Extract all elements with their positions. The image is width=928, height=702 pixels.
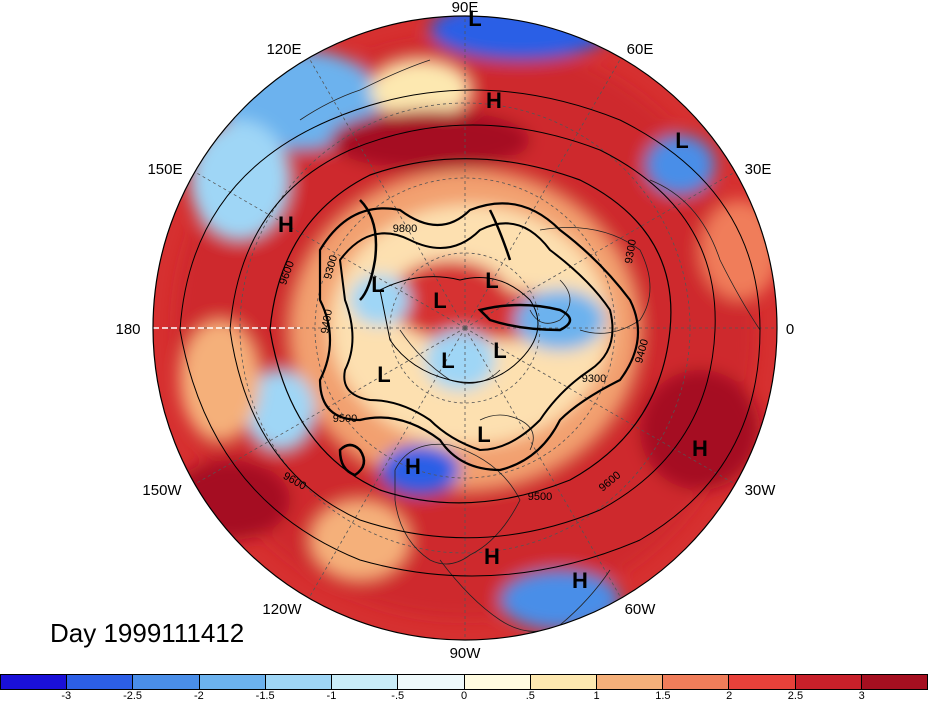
lon-label-150w: 150W — [142, 482, 182, 499]
colorbar-tick-label: 0 — [460, 690, 468, 702]
colorbar-tick-label: -2.5 — [123, 690, 143, 702]
colorbar-tick-label: 3 — [858, 690, 865, 702]
low-center-c1: L — [371, 272, 384, 297]
lon-label-60e: 60E — [627, 41, 654, 58]
high-center-carib1: H — [484, 544, 500, 569]
lon-label-150e: 150E — [147, 161, 182, 178]
contour-label: 9800 — [393, 223, 417, 235]
colorbar-segment — [530, 675, 597, 689]
colorbar-segment — [332, 675, 399, 689]
height-contours — [179, 89, 761, 577]
day-label: Day 1999111412 — [50, 618, 245, 648]
lon-label-120w: 120W — [262, 601, 302, 618]
contour-label: 9400 — [319, 308, 335, 334]
colorbar-segment — [1, 675, 68, 689]
lon-label-90w: 90W — [450, 645, 482, 662]
contour-label: 9500 — [528, 491, 552, 503]
lon-label-60w: 60W — [625, 601, 657, 618]
colorbar-tick-label: 2 — [726, 690, 733, 702]
colorbar-segment — [464, 675, 531, 689]
colorbar-segment — [67, 675, 134, 689]
colorbar-tick-label: 1.5 — [655, 690, 671, 702]
low-center-top: L — [468, 6, 481, 31]
colorbar-tick-label: -1.5 — [255, 690, 275, 702]
contour-label: 9500 — [333, 413, 357, 425]
low-center-scand: L — [675, 128, 688, 153]
colorbar-tick-label: -3 — [61, 690, 72, 702]
colorbar-tick-label: 1 — [593, 690, 600, 702]
lon-label-120e: 120E — [266, 41, 301, 58]
high-center-na: H — [405, 454, 421, 479]
coastlines — [299, 59, 761, 632]
contour-label: 9300 — [623, 238, 639, 264]
colorbar-segment — [199, 675, 266, 689]
lon-label-30e: 30E — [745, 161, 772, 178]
colorbar-segment — [795, 675, 862, 689]
low-center-c7: L — [477, 422, 490, 447]
colorbar-segment — [398, 675, 465, 689]
anomaly-field — [153, 16, 777, 640]
lon-label-180: 180 — [115, 321, 140, 338]
colorbar — [0, 674, 928, 690]
colorbar-tick-label: -.5 — [391, 690, 405, 702]
high-center-pacific-w: H — [278, 212, 294, 237]
colorbar-tick-label: -2 — [193, 690, 204, 702]
lon-label-30w: 30W — [745, 482, 777, 499]
low-center-c3: L — [485, 268, 498, 293]
high-center-siberia: H — [486, 88, 502, 113]
low-center-c5: L — [441, 348, 454, 373]
colorbar-ticks: -3 -2.5 -2 -1.5 -1 -.5 0 .5 1 1.5 2 2.5 3 — [0, 690, 928, 702]
high-center-carib2: H — [572, 568, 588, 593]
lon-label-90e: 90E — [452, 0, 479, 16]
colorbar-segment — [861, 675, 928, 689]
colorbar-tick-label: -1 — [326, 690, 337, 702]
contour-label: 9300 — [582, 373, 606, 385]
low-center-c4: L — [377, 362, 390, 387]
lon-label-0: 0 — [786, 321, 794, 338]
low-center-c2: L — [433, 288, 446, 313]
colorbar-segment — [729, 675, 796, 689]
high-center-atl: H — [692, 436, 708, 461]
colorbar-segment — [133, 675, 200, 689]
colorbar-tick-label: 2.5 — [787, 690, 804, 702]
colorbar-segment — [596, 675, 664, 689]
colorbar-segment — [663, 675, 730, 689]
low-center-c6: L — [493, 338, 506, 363]
colorbar-segment — [265, 675, 333, 689]
colorbar-tick-label: .5 — [525, 690, 535, 702]
